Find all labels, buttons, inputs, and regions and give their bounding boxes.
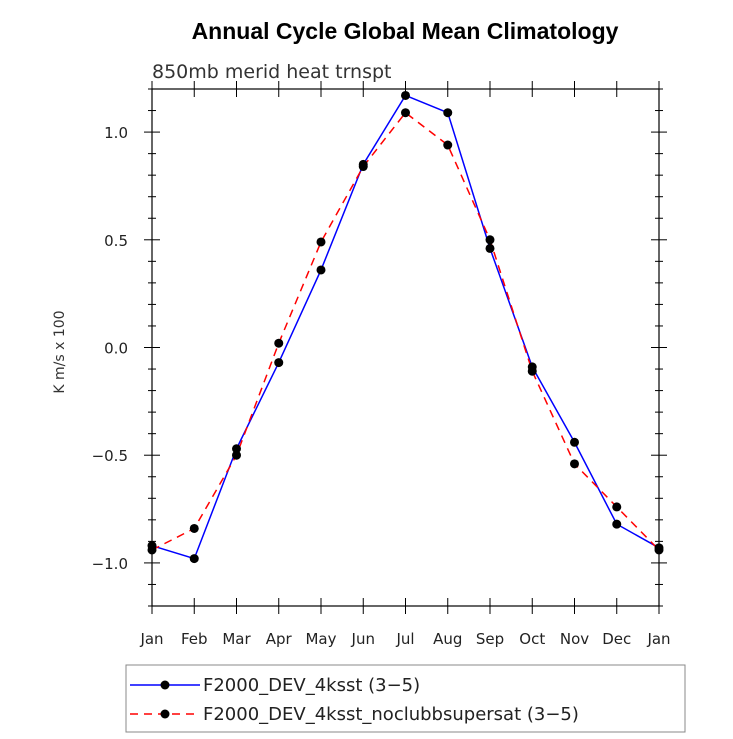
series-2-point xyxy=(485,235,495,245)
x-tick-label: Sep xyxy=(476,630,504,648)
series-2-point xyxy=(401,108,410,118)
x-tick-label: Apr xyxy=(266,630,293,648)
series-2-point xyxy=(274,338,284,348)
y-tick-label: 0.5 xyxy=(104,232,128,250)
plot-frame xyxy=(151,88,660,607)
series-2-point xyxy=(232,450,241,460)
series-1-point xyxy=(401,90,410,100)
chart-title: Annual Cycle Global Mean Climatology xyxy=(192,18,619,44)
series-2-point xyxy=(527,366,537,376)
series-1-point xyxy=(316,265,326,275)
legend-box xyxy=(125,664,686,733)
x-tick-label: Dec xyxy=(602,630,631,648)
y-tick-label: −1.0 xyxy=(92,555,128,573)
x-tick-label: May xyxy=(305,630,336,648)
x-tick-labels: Jan Feb Mar Apr May Jun Jul Aug Sep Oct Nov Dec Jan xyxy=(139,630,670,648)
x-tick-label: Oct xyxy=(519,630,545,648)
series-2-point xyxy=(358,162,368,172)
y-tick-label: −0.5 xyxy=(92,447,128,465)
x-tick-label: Aug xyxy=(433,630,462,648)
legend: F2000_DEV_4ksst (3−5) F2000_DEV_4ksst_no… xyxy=(125,664,686,733)
series-layer xyxy=(147,90,664,564)
legend-label-series-1: F2000_DEV_4ksst (3−5) xyxy=(203,675,420,696)
legend-label-series-2: F2000_DEV_4ksst_noclubbsupersat (3−5) xyxy=(203,704,579,725)
x-tick-label: Feb xyxy=(181,630,208,648)
series-1-point xyxy=(485,243,495,253)
series-1-point xyxy=(274,358,284,368)
y-tick-labels: 1.0 0.5 0.0 −0.5 −1.0 xyxy=(92,124,128,573)
x-tick-label: Jan xyxy=(139,630,163,648)
x-tick-label: Mar xyxy=(222,630,251,648)
legend-marker-series-1 xyxy=(160,680,170,690)
x-tick-label: Jul xyxy=(395,630,414,648)
chart-subtitle: 850mb merid heat trnspt xyxy=(152,61,392,83)
series-2-point xyxy=(654,545,664,555)
series-1-point xyxy=(570,437,579,447)
y-tick-label: 0.0 xyxy=(104,340,128,358)
series-2-point xyxy=(147,545,157,555)
legend-marker-series-2 xyxy=(160,709,170,719)
x-tick-label: Jun xyxy=(351,630,375,648)
series-1-point xyxy=(443,108,453,118)
series-2-point xyxy=(443,140,453,150)
series-line-1 xyxy=(151,94,660,560)
x-tick-label: Jan xyxy=(646,630,670,648)
axis-ticks xyxy=(144,81,667,614)
series-2-point xyxy=(612,502,622,512)
y-tick-label: 1.0 xyxy=(104,124,128,142)
x-tick-label: Nov xyxy=(560,630,589,648)
series-1-point xyxy=(612,519,622,529)
series-2-point xyxy=(316,237,326,247)
series-1-point xyxy=(232,444,241,454)
series-2-point xyxy=(570,459,579,469)
series-1-point xyxy=(189,554,199,564)
series-line-2 xyxy=(151,111,660,551)
y-axis-label: K m/s x 100 xyxy=(52,310,68,393)
series-2-point xyxy=(189,523,199,533)
